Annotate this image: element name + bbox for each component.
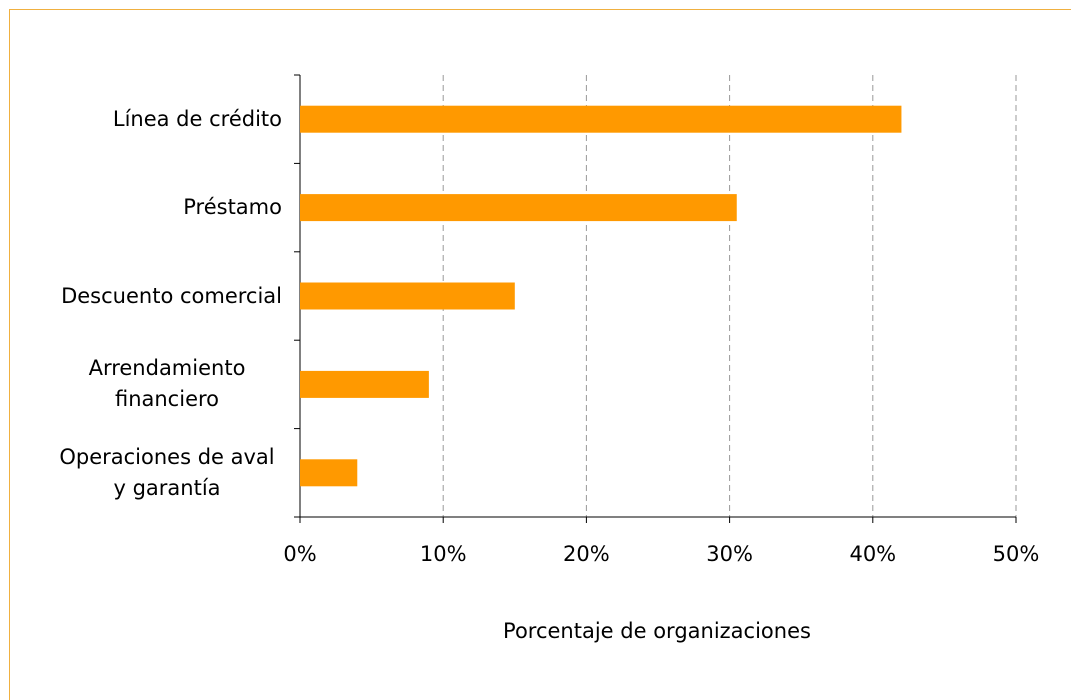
y-tick-label: Préstamo [183, 195, 282, 220]
bar [300, 105, 902, 133]
page: Porcentaje de organizaciones 0% 10% 20% 30%… [9, 9, 1071, 700]
x-axis-title: Porcentaje de organizaciones [503, 619, 811, 643]
x-tick-label: 40% [849, 542, 896, 566]
x-tick-label: 20% [563, 542, 610, 566]
y-tick-label: Descuento comercial [61, 283, 282, 308]
y-tick-label: Arrendamiento financiero [88, 356, 246, 412]
bar [300, 194, 737, 222]
y-tick-label-box: Descuento comercial [52, 256, 282, 336]
y-tick-label-box: Préstamo [52, 168, 282, 248]
x-tick-label: 30% [706, 542, 753, 566]
frame [9, 9, 1071, 700]
bar [300, 459, 358, 487]
bar [300, 282, 515, 310]
chart: Porcentaje de organizaciones 0% 10% 20% 30%… [283, 74, 1040, 643]
y-tick-label: Línea de crédito [112, 106, 282, 131]
bar [300, 370, 429, 398]
y-tick-label-box: Línea de crédito [52, 79, 282, 159]
y-tick-label-box: Arrendamiento financiero [52, 344, 282, 424]
x-tick-label: 50% [993, 542, 1040, 566]
y-tick-label: Operaciones de aval y garantía [59, 444, 275, 500]
x-tick-label: 10% [420, 542, 467, 566]
y-tick-label-box: Operaciones de aval y garantía [52, 433, 282, 513]
x-tick-label: 0% [283, 542, 316, 566]
